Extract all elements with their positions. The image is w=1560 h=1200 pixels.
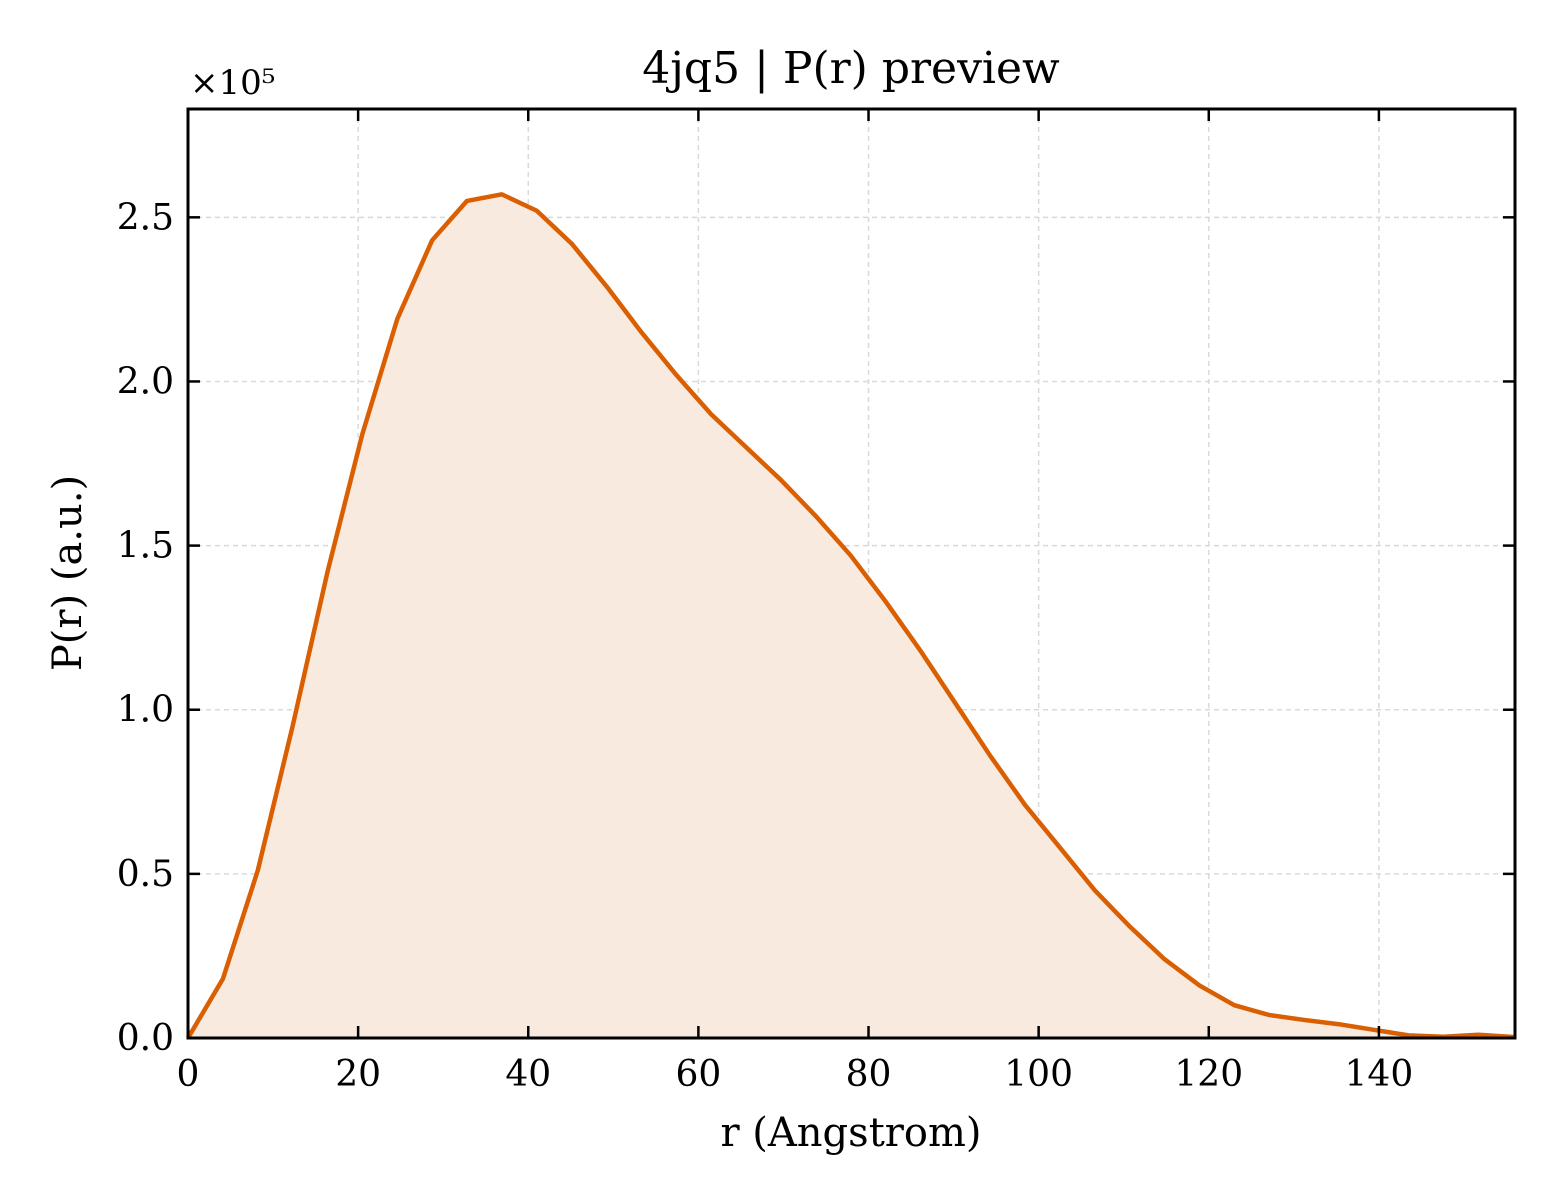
y-tick-label: 2.0 [117, 361, 174, 402]
x-tick-label: 140 [1345, 1054, 1414, 1095]
y-tick-label: 1.0 [117, 690, 174, 731]
x-tick-label: 0 [177, 1054, 200, 1095]
y-tick-label: 2.5 [117, 197, 174, 238]
y-tick-label: 0.5 [117, 854, 174, 895]
x-axis-label: r (Angstrom) [720, 1110, 981, 1156]
x-tick-label: 100 [1004, 1054, 1073, 1095]
y-tick-label: 1.5 [117, 526, 174, 567]
x-tick-label: 60 [675, 1054, 721, 1095]
y-axis-label: P(r) (a.u.) [45, 475, 91, 671]
x-tick-label: 80 [846, 1054, 892, 1095]
chart-title: 4jq5 | P(r) preview [642, 43, 1060, 94]
x-tick-label: 40 [505, 1054, 551, 1095]
y-tick-label: 0.0 [117, 1018, 174, 1059]
x-tick-label: 20 [335, 1054, 381, 1095]
y-axis-multiplier: ×10⁵ [190, 63, 275, 103]
x-tick-label: 120 [1174, 1054, 1243, 1095]
